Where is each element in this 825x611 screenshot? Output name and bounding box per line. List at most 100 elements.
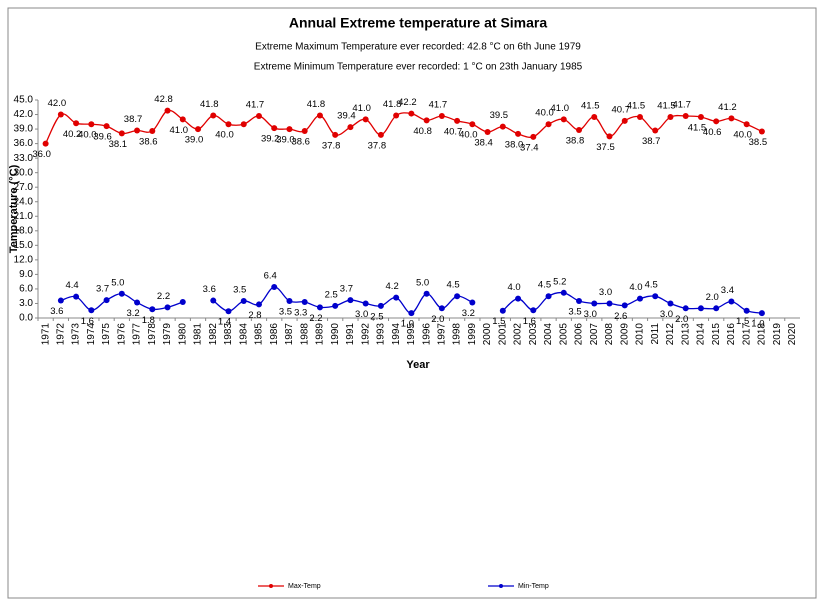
data-label: 38.1 <box>109 139 128 150</box>
data-label: 41.7 <box>672 100 691 111</box>
x-tick-label: 1991 <box>345 323 356 346</box>
data-label: 38.7 <box>642 136 661 147</box>
data-point <box>560 289 567 296</box>
data-label: 6.4 <box>264 271 277 282</box>
data-point <box>576 298 583 305</box>
data-point <box>515 295 522 302</box>
x-tick-label: 1977 <box>132 323 143 346</box>
x-tick-label: 1985 <box>254 323 265 346</box>
data-label: 36.0 <box>32 149 51 160</box>
data-point <box>484 128 491 135</box>
data-label: 39.5 <box>490 110 509 121</box>
data-label: 5.0 <box>111 277 124 288</box>
legend-label: Max-Temp <box>288 583 321 590</box>
x-tick-label: 2018 <box>757 323 768 346</box>
data-label: 41.5 <box>581 100 600 111</box>
x-tick-label: 2016 <box>726 323 737 346</box>
data-point <box>195 126 202 133</box>
data-point <box>88 121 95 128</box>
y-tick-label: 30.0 <box>14 167 34 178</box>
data-label: 37.5 <box>596 142 615 153</box>
data-label: 39.4 <box>337 111 356 122</box>
x-tick-label: 1992 <box>360 323 371 346</box>
data-point <box>606 133 613 140</box>
data-point <box>636 295 643 302</box>
data-label: 37.8 <box>322 140 341 151</box>
data-point <box>530 133 537 140</box>
data-point <box>515 130 522 137</box>
data-label: 4.5 <box>538 280 551 291</box>
data-label: 39.0 <box>276 135 295 146</box>
data-point <box>118 290 125 297</box>
y-tick-label: 39.0 <box>14 124 34 135</box>
data-point <box>118 130 125 137</box>
x-tick-label: 1976 <box>116 323 127 346</box>
data-point <box>743 307 750 314</box>
data-label: 3.4 <box>721 285 734 296</box>
data-label: 40.7 <box>444 126 463 137</box>
data-point <box>240 121 247 128</box>
data-label: 5.0 <box>416 277 429 288</box>
y-tick-label: 21.0 <box>14 211 34 222</box>
data-label: 1.5 <box>736 316 749 327</box>
data-point <box>728 115 735 122</box>
data-point <box>438 305 445 312</box>
data-point <box>560 116 567 123</box>
data-label: 3.0 <box>584 309 597 320</box>
x-tick-label: 1995 <box>406 323 417 346</box>
x-tick-label: 1994 <box>391 323 402 346</box>
x-tick-label: 1971 <box>40 323 51 346</box>
data-point <box>134 299 141 306</box>
data-label: 2.0 <box>431 314 444 325</box>
data-point <box>316 112 323 119</box>
data-label: 41.5 <box>688 122 707 133</box>
data-point <box>57 297 64 304</box>
data-label: 42.0 <box>48 98 67 109</box>
data-point <box>667 113 674 120</box>
data-point <box>576 127 583 134</box>
x-tick-label: 2020 <box>787 323 798 346</box>
data-point <box>286 126 293 133</box>
data-label: 3.2 <box>126 308 139 319</box>
data-label: 1.8 <box>142 315 155 326</box>
data-label: 41.8 <box>200 99 219 110</box>
x-tick-label: 2007 <box>589 323 600 346</box>
data-label: 1.6 <box>523 316 536 327</box>
data-point <box>438 112 445 119</box>
data-point <box>408 110 415 117</box>
data-label: 3.6 <box>50 306 63 317</box>
data-point <box>149 128 156 135</box>
data-label: 2.5 <box>370 311 383 322</box>
y-tick-label: 18.0 <box>14 225 34 236</box>
data-label: 41.7 <box>429 100 448 111</box>
data-label: 2.2 <box>309 313 322 324</box>
data-point <box>423 290 430 297</box>
data-label: 4.5 <box>446 280 459 291</box>
x-tick-label: 1990 <box>330 323 341 346</box>
chart-frame <box>7 7 817 599</box>
data-label: 2.5 <box>325 289 338 300</box>
x-tick-label: 2005 <box>558 323 569 346</box>
data-point <box>347 297 354 304</box>
y-tick-label: 6.0 <box>19 284 33 295</box>
data-point <box>57 111 64 118</box>
data-label: 2.2 <box>157 291 170 302</box>
data-point <box>362 300 369 307</box>
data-point <box>591 113 598 120</box>
data-label: 40.7 <box>611 104 630 115</box>
legend-swatch <box>499 584 503 588</box>
x-tick-label: 2019 <box>772 323 783 346</box>
x-tick-label: 1983 <box>223 323 234 346</box>
data-label: 4.0 <box>629 282 642 293</box>
data-point <box>286 298 293 305</box>
data-point <box>271 283 278 290</box>
data-label: 4.4 <box>65 280 78 291</box>
data-point <box>621 117 628 124</box>
data-label: 37.8 <box>368 140 387 151</box>
x-tick-label: 1981 <box>193 323 204 346</box>
data-point <box>469 121 476 128</box>
data-label: 3.5 <box>568 307 581 318</box>
data-label: 41.7 <box>246 100 265 111</box>
y-tick-label: 3.0 <box>19 298 33 309</box>
x-tick-label: 1984 <box>238 323 249 346</box>
